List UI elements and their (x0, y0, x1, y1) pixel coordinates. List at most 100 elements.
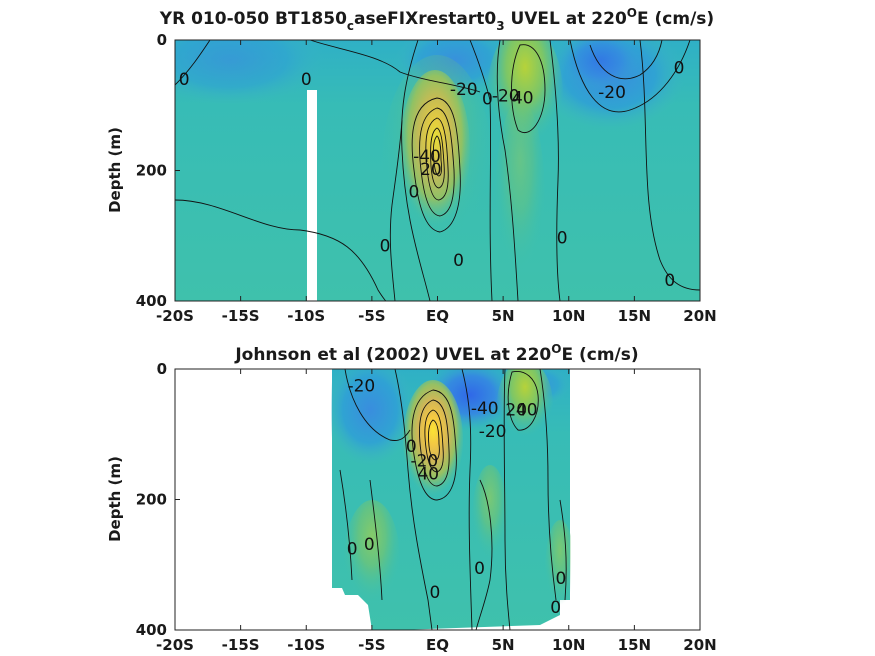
x-tick-label: EQ (426, 636, 449, 654)
contour-label: 0 (429, 583, 440, 603)
contour-label: 0 (364, 535, 375, 555)
heatmap-field-bottom (325, 369, 575, 630)
necc-core-bottom (497, 369, 553, 450)
contour-north-far (639, 40, 700, 291)
y-tick-label: 0 (157, 360, 167, 378)
contour-label: 0 (674, 58, 685, 78)
x-tick-label: 15N (618, 307, 651, 325)
x-tick-label: 5N (492, 636, 515, 654)
y-tick-label: 400 (136, 621, 167, 639)
contour-necc-east (549, 40, 561, 301)
contour-label: 0 (301, 70, 312, 90)
contour-label: 0 (179, 70, 190, 90)
x-tick-label: EQ (426, 307, 449, 325)
contour-north-neg (569, 40, 691, 113)
x-tick-label: 10N (552, 307, 585, 325)
contour-necc-e-b (539, 369, 557, 601)
x-ticks-top: -20S -15S -10S -5S EQ 5N 10N 15N 20N (156, 40, 717, 325)
necc-tail (495, 100, 545, 300)
contour-necc-inner (511, 44, 546, 133)
contour-lines-bottom (339, 369, 567, 630)
contour-label: 20 (420, 160, 442, 180)
contour-label: 0 (555, 569, 566, 589)
contour-label: -20 (410, 451, 438, 471)
x-tick-label: -20S (156, 307, 194, 325)
x-tick-label: 15N (618, 636, 651, 654)
contour-necc-in-b (507, 370, 539, 431)
contour-jet-3-b (424, 409, 444, 473)
y-axis-label-top: Depth (m) (106, 127, 124, 213)
contour-label: 0 (664, 271, 675, 291)
y-ticks-bottom: 0 200 400 (136, 360, 180, 639)
contour-south-deep (175, 199, 387, 301)
mask-left-bottom (176, 370, 331, 629)
contour-zero-eq-east (469, 40, 493, 301)
x-ticks-bottom: -20S -15S -10S -5S EQ 5N 10N 15N 20N (156, 369, 717, 654)
x-tick-label: -20S (156, 636, 194, 654)
contour-label: -20 (347, 376, 375, 396)
heatmap-field-top (175, 40, 700, 301)
contour-label: -20 (598, 83, 626, 103)
contour-jet-2-b (419, 399, 450, 487)
contour-mid-south (389, 119, 403, 301)
contour-label: 40 (512, 88, 534, 108)
contour-jet-2 (419, 107, 455, 217)
contour-label: 0 (482, 90, 493, 110)
contour-south-neg-b (344, 369, 411, 441)
contour-label: 0 (408, 182, 419, 202)
contour-jet-outer (411, 97, 461, 233)
x-tick-label: -10S (287, 307, 325, 325)
contour-jet-3 (425, 117, 449, 201)
contour-deep-b (475, 479, 493, 630)
x-tick-label: 5N (492, 307, 515, 325)
contour-label: 0 (474, 559, 485, 579)
contour-label: 0 (347, 539, 358, 559)
x-tick-label: 20N (683, 636, 716, 654)
land-mask-strip (307, 90, 317, 301)
contour-necc-w-b (503, 369, 511, 630)
contour-label: 0 (550, 598, 561, 618)
x-tick-label: -5S (358, 307, 385, 325)
contour-label: -40 (471, 399, 499, 419)
y-tick-label: 200 (136, 162, 167, 180)
contour-label: -20 (479, 422, 507, 442)
negative-band-south (175, 40, 325, 105)
y-tick-label: 200 (136, 491, 167, 509)
contour-zero-eq-west (401, 40, 431, 301)
contour-south-west (175, 40, 211, 86)
contour-label: 40 (516, 400, 538, 420)
contour-label: -40 (413, 147, 441, 167)
contour-label: -20 (450, 80, 478, 100)
y-tick-label: 400 (136, 292, 167, 310)
coverage-shading (325, 369, 575, 620)
contour-north-neg-inner (589, 40, 663, 80)
chart-title-bottom: Johnson et al (2002) UVEL at 220OE (cm/s… (234, 342, 638, 365)
contour-label: 0 (380, 237, 391, 257)
chart-title-top: YR 010-050 BT1850caseFIXrestart03 UVEL a… (159, 6, 714, 33)
x-tick-label: -10S (287, 636, 325, 654)
contour-jet-outer-b (411, 389, 457, 501)
x-tick-label: 10N (552, 636, 585, 654)
x-tick-label: -15S (222, 307, 260, 325)
x-tick-label: 20N (683, 307, 716, 325)
contour-label: 0 (557, 229, 568, 249)
contour-zero-w-b (394, 369, 433, 630)
contour-jet-4 (430, 127, 445, 189)
contour-lines-top (175, 40, 700, 301)
contour-jet-4-b (428, 419, 440, 461)
contour-mid-low-b (369, 479, 383, 601)
east-green-bottom (545, 520, 575, 620)
contour-label: 0 (453, 251, 464, 271)
negative-band-north-core (560, 40, 640, 90)
contour-label: 40 (417, 464, 439, 484)
y-tick-label: 0 (157, 31, 167, 49)
mask-right-bottom (571, 370, 699, 629)
contour-south-surface (309, 40, 481, 93)
y-axis-label-bottom: Depth (m) (106, 456, 124, 542)
contour-label: 20 (505, 400, 527, 420)
contour-east-low-b (559, 499, 567, 601)
